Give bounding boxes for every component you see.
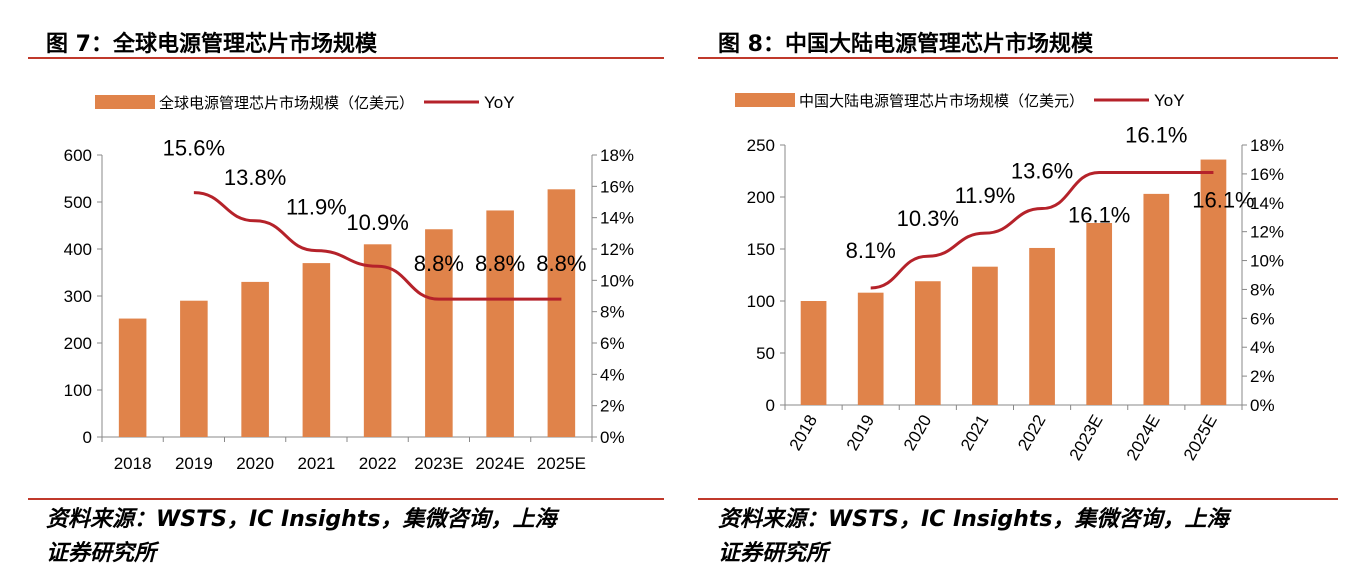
y-tick-label: 500: [64, 193, 92, 212]
y-tick-label: 200: [747, 188, 775, 207]
bar: [800, 301, 827, 405]
yoy-data-label: 13.8%: [224, 165, 286, 190]
x-tick-label: 2022: [1014, 412, 1049, 454]
legend-bar-swatch: [95, 95, 155, 109]
source-note-2: 资料来源：WSTS，IC Insights，集微咨询，上海 证券研究所: [718, 507, 1229, 566]
bar: [241, 281, 269, 437]
x-tick-label: 2020: [236, 454, 274, 473]
y-tick-label: 0: [83, 428, 92, 447]
yoy-line: [193, 191, 562, 301]
title-rule-1: [28, 57, 664, 59]
y2-tick-label: 12%: [1250, 223, 1284, 242]
bar: [1086, 223, 1113, 405]
y-tick-label: 0: [766, 396, 775, 415]
x-tick-label: 2022: [359, 454, 397, 473]
yoy-data-label: 8.8%: [414, 251, 464, 276]
y-tick-label: 100: [64, 381, 92, 400]
bar: [425, 229, 453, 437]
legend-bar-label: 中国大陆电源管理芯片市场规模（亿美元）: [799, 93, 1084, 110]
legend-line-label: YoY: [1154, 91, 1185, 110]
y2-tick-label: 4%: [600, 365, 625, 384]
y2-tick-label: 14%: [600, 209, 634, 228]
x-tick-label: 2024E: [476, 454, 525, 473]
y2-tick-label: 10%: [1250, 252, 1284, 271]
y-tick-label: 400: [64, 240, 92, 259]
y-tick-label: 600: [64, 146, 92, 165]
x-tick-label: 2024E: [1123, 412, 1164, 464]
y2-tick-label: 2%: [600, 397, 625, 416]
y2-tick-label: 0%: [1250, 396, 1275, 415]
y2-tick-label: 16%: [600, 177, 634, 196]
bar: [1143, 193, 1170, 405]
x-tick-label: 2021: [297, 454, 335, 473]
yoy-data-label: 11.9%: [955, 183, 1016, 208]
yoy-data-label: 16.1%: [1068, 202, 1130, 227]
legend-bar-label: 全球电源管理芯片市场规模（亿美元）: [159, 94, 414, 112]
yoy-data-label: 16.1%: [1192, 187, 1254, 212]
y2-tick-label: 0%: [600, 428, 625, 447]
yoy-data-label: 8.8%: [475, 251, 525, 276]
x-tick-label: 2020: [900, 412, 935, 454]
yoy-data-label: 8.1%: [846, 238, 896, 263]
yoy-data-label: 10.3%: [897, 206, 959, 231]
chart1-title: 图 7：全球电源管理芯片市场规模: [46, 32, 377, 57]
yoy-data-label: 16.1%: [1125, 122, 1187, 147]
y-tick-label: 50: [756, 344, 775, 363]
y-tick-label: 150: [747, 240, 775, 259]
y-tick-label: 200: [64, 334, 92, 353]
y2-tick-label: 6%: [1250, 309, 1275, 328]
y2-tick-label: 16%: [1250, 165, 1284, 184]
y2-tick-label: 4%: [1250, 338, 1275, 357]
x-tick-label: 2019: [175, 454, 213, 473]
yoy-data-label: 15.6%: [163, 136, 225, 161]
x-tick-label: 2023E: [414, 454, 463, 473]
y2-tick-label: 2%: [1250, 367, 1275, 386]
bar: [118, 318, 147, 437]
x-tick-label: 2023E: [1066, 412, 1107, 464]
y2-tick-label: 10%: [600, 271, 634, 290]
y2-tick-label: 8%: [600, 303, 625, 322]
bar: [857, 292, 884, 405]
y2-tick-label: 8%: [1250, 280, 1275, 299]
source-rule-2: [698, 498, 1338, 500]
y-tick-label: 250: [747, 136, 775, 155]
bar: [302, 263, 331, 437]
bar: [363, 244, 392, 437]
y2-tick-label: 12%: [600, 240, 634, 259]
x-tick-label: 2018: [786, 412, 821, 454]
x-tick-label: 2018: [114, 454, 152, 473]
title-rule-2: [698, 57, 1338, 59]
y2-tick-label: 6%: [600, 334, 625, 353]
bar: [914, 281, 941, 405]
legend-bar-swatch: [735, 93, 795, 107]
yoy-data-label: 13.6%: [1011, 159, 1073, 184]
chart2-title: 图 8：中国大陆电源管理芯片市场规模: [718, 32, 1093, 57]
x-tick-label: 2021: [957, 412, 992, 454]
x-tick-label: 2025E: [1180, 412, 1221, 464]
bar: [180, 300, 208, 437]
yoy-data-label: 11.9%: [286, 195, 347, 220]
legend-line-label: YoY: [484, 93, 515, 112]
yoy-data-label: 8.8%: [536, 251, 586, 276]
bar: [547, 189, 576, 437]
x-tick-label: 2025E: [537, 454, 586, 473]
y2-tick-label: 14%: [1250, 194, 1284, 213]
yoy-line: [870, 170, 1214, 290]
x-tick-label: 2019: [843, 412, 878, 454]
source-note-1: 资料来源：WSTS，IC Insights，集微咨询，上海 证券研究所: [46, 507, 557, 566]
y-tick-label: 100: [747, 292, 775, 311]
source-rule-1: [28, 498, 664, 500]
y-tick-label: 300: [64, 287, 92, 306]
y2-tick-label: 18%: [600, 146, 634, 165]
y2-tick-label: 18%: [1250, 136, 1284, 155]
bar: [1029, 247, 1055, 405]
yoy-data-label: 10.9%: [346, 210, 408, 235]
bar: [972, 266, 998, 405]
bar: [486, 210, 514, 437]
bar: [1200, 159, 1227, 405]
